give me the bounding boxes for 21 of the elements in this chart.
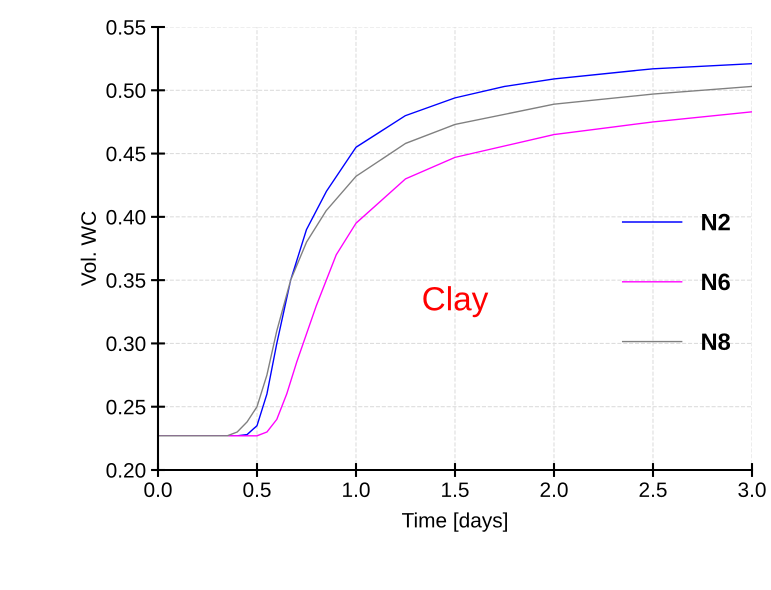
y-tick-label: 0.20 <box>106 463 146 478</box>
y-tick-label: 0.25 <box>106 400 146 414</box>
x-tick-label: 1.0 <box>343 482 370 498</box>
x-tick-label: 0.5 <box>243 482 271 498</box>
y-tick-label: 0.45 <box>106 146 146 162</box>
x-tick-label: 2.0 <box>540 482 568 498</box>
annotation: Clay <box>423 286 488 318</box>
x-tick-label: 1.5 <box>442 482 469 498</box>
legend-label: N2 <box>702 214 730 230</box>
y-axis-title: Vol. WC <box>80 212 96 286</box>
x-tick-label: 2.5 <box>640 482 667 498</box>
y-tick-label: 0.55 <box>106 20 146 35</box>
legend-label: N8 <box>702 333 730 350</box>
y-tick-label: 0.30 <box>106 336 146 352</box>
x-tick-label: 0.0 <box>144 482 172 498</box>
legend-label: N6 <box>702 274 730 290</box>
x-tick-label: 3.0 <box>738 482 766 498</box>
y-tick-label: 0.50 <box>106 83 146 98</box>
x-axis-title: Time [days] <box>402 512 507 532</box>
y-tick-label: 0.35 <box>106 273 146 288</box>
y-tick-label: 0.40 <box>106 210 146 225</box>
